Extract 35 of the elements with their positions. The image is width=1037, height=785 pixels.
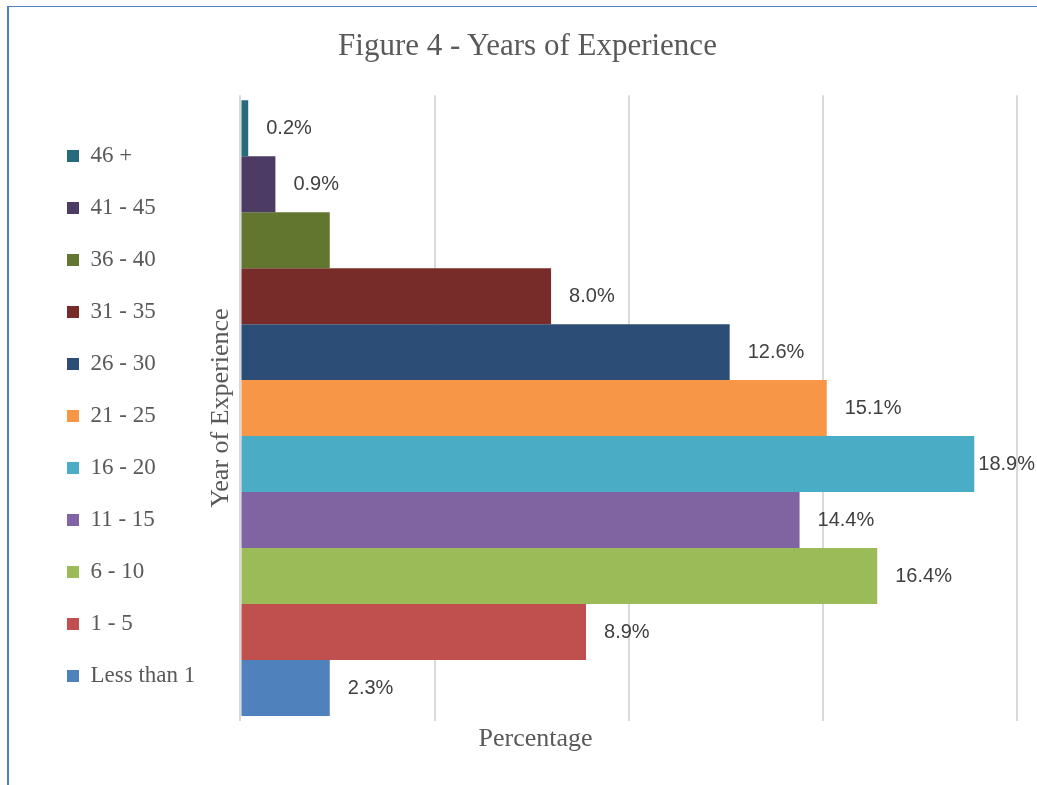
bar [241, 212, 330, 269]
bar [241, 380, 827, 437]
bar [241, 548, 878, 605]
bar [241, 604, 587, 661]
bar [241, 100, 249, 157]
data-label: 14.4% [817, 507, 875, 530]
legend-label: 31 - 35 [90, 298, 156, 324]
bar [241, 660, 330, 716]
data-label: 0.2% [266, 115, 313, 138]
bar [241, 324, 730, 381]
data-label: 16.4% [895, 563, 953, 586]
legend-label: 16 - 20 [90, 454, 156, 480]
chart-title: Figure 4 - Years of Experience [338, 26, 717, 62]
data-label: 15.1% [844, 395, 902, 418]
y-axis-title: Year of Experience [204, 308, 234, 508]
bar [241, 156, 276, 213]
bar [241, 268, 552, 325]
data-label: 18.9% [978, 451, 1036, 474]
legend-label: 11 - 15 [90, 506, 155, 532]
legend-label: Less than 1 [90, 662, 196, 688]
data-label: 8.9% [604, 619, 650, 642]
bar [241, 492, 800, 549]
legend-label: 36 - 40 [90, 246, 156, 272]
data-label: 12.6% [747, 339, 805, 362]
legend-label: 1 - 5 [90, 610, 133, 636]
legend-label: 26 - 30 [90, 350, 156, 376]
legend-label: 6 - 10 [90, 558, 145, 584]
data-label: 8.0% [569, 283, 615, 306]
x-axis-title: Percentage [478, 722, 593, 752]
legend-label: 21 - 25 [90, 402, 156, 428]
legend-label: 41 - 45 [90, 194, 156, 220]
bar [241, 436, 975, 493]
legend-label: 46 + [90, 142, 133, 168]
data-label: 0.9% [293, 171, 340, 194]
data-label: 2.3% [347, 675, 394, 698]
